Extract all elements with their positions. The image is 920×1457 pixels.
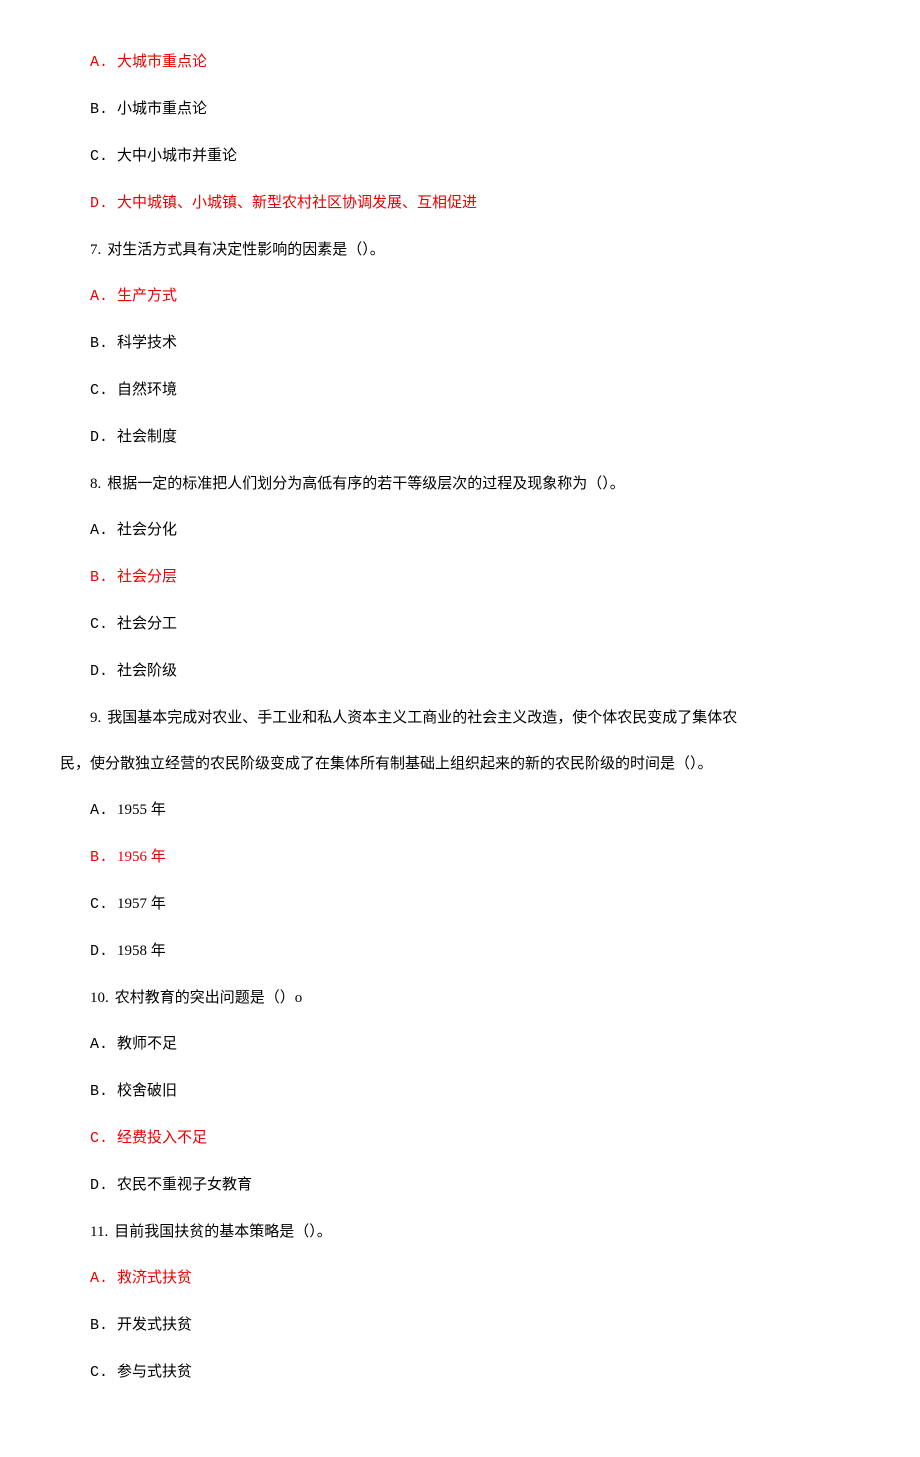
option-letter: D.: [90, 429, 108, 446]
question-number: 8.: [90, 476, 101, 492]
option-text: 生产方式: [117, 288, 177, 304]
option-text: 1956 年: [117, 849, 166, 865]
option-letter: B.: [90, 101, 108, 118]
option-letter: A.: [90, 522, 108, 539]
option-letter: C.: [90, 382, 108, 399]
question-line: 9. 我国基本完成对农业、手工业和私人资本主义工商业的社会主义改造，使个体农民变成…: [60, 706, 860, 730]
option-text: 社会分层: [117, 569, 177, 585]
option-text: 1958 年: [117, 943, 166, 959]
option-letter: C.: [90, 148, 108, 165]
question-text: 根据一定的标准把人们划分为高低有序的若干等级层次的过程及现象称为（）。: [107, 476, 625, 492]
option-letter: B.: [90, 1083, 108, 1100]
option-text: 校舍破旧: [117, 1083, 177, 1099]
option-line: B. 1956 年: [60, 845, 860, 870]
option-line: A. 社会分化: [60, 518, 860, 543]
option-line: C. 1957 年: [60, 892, 860, 917]
option-line: A. 生产方式: [60, 284, 860, 309]
question-text: 对生活方式具有决定性影响的因素是（）。: [107, 242, 385, 258]
option-letter: A.: [90, 802, 108, 819]
option-text: 教师不足: [117, 1036, 177, 1052]
option-line: D. 社会阶级: [60, 659, 860, 684]
question-line: 8. 根据一定的标准把人们划分为高低有序的若干等级层次的过程及现象称为（）。: [60, 472, 860, 496]
question-number: 10.: [90, 990, 109, 1006]
option-line: C. 经费投入不足: [60, 1126, 860, 1151]
option-letter: D.: [90, 195, 108, 212]
option-text: 社会制度: [117, 429, 177, 445]
option-letter: A.: [90, 1270, 108, 1287]
option-text: 社会阶级: [117, 663, 177, 679]
option-letter: B.: [90, 849, 108, 866]
option-text: 社会分工: [117, 616, 177, 632]
option-text: 小城市重点论: [117, 101, 207, 117]
option-letter: A.: [90, 1036, 108, 1053]
option-text: 农民不重视子女教育: [117, 1177, 252, 1193]
option-letter: A.: [90, 54, 108, 71]
option-letter: C.: [90, 616, 108, 633]
option-line: D. 社会制度: [60, 425, 860, 450]
option-text: 大中小城市并重论: [117, 148, 237, 164]
option-line: A. 1955 年: [60, 798, 860, 823]
option-text: 参与式扶贫: [117, 1364, 192, 1380]
option-line: B. 科学技术: [60, 331, 860, 356]
option-line: D. 大中城镇、小城镇、新型农村社区协调发展、互相促进: [60, 191, 860, 216]
option-line: C. 参与式扶贫: [60, 1360, 860, 1385]
option-line: A. 大城市重点论: [60, 50, 860, 75]
question-line: 7. 对生活方式具有决定性影响的因素是（）。: [60, 238, 860, 262]
option-letter: C.: [90, 1130, 108, 1147]
option-line: B. 开发式扶贫: [60, 1313, 860, 1338]
question-number: 11.: [90, 1224, 108, 1240]
option-letter: C.: [90, 896, 108, 913]
option-letter: D.: [90, 1177, 108, 1194]
question-line: 10. 农村教育的突出问题是（）o: [60, 986, 860, 1010]
option-letter: B.: [90, 569, 108, 586]
option-text: 社会分化: [117, 522, 177, 538]
option-line: D. 1958 年: [60, 939, 860, 964]
option-text: 1955 年: [117, 802, 166, 818]
option-text: 自然环境: [117, 382, 177, 398]
option-line: C. 自然环境: [60, 378, 860, 403]
question-number: 9.: [90, 710, 101, 726]
option-text: 1957 年: [117, 896, 166, 912]
question-continuation: 民，使分散独立经营的农民阶级变成了在集体所有制基础上组织起来的新的农民阶级的时间…: [60, 752, 860, 776]
option-letter: D.: [90, 663, 108, 680]
option-letter: B.: [90, 335, 108, 352]
option-line: B. 小城市重点论: [60, 97, 860, 122]
option-line: A. 救济式扶贫: [60, 1266, 860, 1291]
document-body: A. 大城市重点论 B. 小城市重点论 C. 大中小城市并重论 D. 大中城镇、小城镇、新型农…: [60, 50, 860, 1385]
question-number: 7.: [90, 242, 101, 258]
option-line: B. 校舍破旧: [60, 1079, 860, 1104]
option-letter: A.: [90, 288, 108, 305]
option-text: 科学技术: [117, 335, 177, 351]
question-line: 11. 目前我国扶贫的基本策略是（）。: [60, 1220, 860, 1244]
option-line: D. 农民不重视子女教育: [60, 1173, 860, 1198]
option-line: C. 社会分工: [60, 612, 860, 637]
question-text: 我国基本完成对农业、手工业和私人资本主义工商业的社会主义改造，使个体农民变成了集…: [107, 710, 737, 726]
option-text: 开发式扶贫: [117, 1317, 192, 1333]
question-text: 民，使分散独立经营的农民阶级变成了在集体所有制基础上组织起来的新的农民阶级的时间…: [60, 756, 713, 772]
option-text: 救济式扶贫: [117, 1270, 192, 1286]
option-text: 大中城镇、小城镇、新型农村社区协调发展、互相促进: [117, 195, 477, 211]
question-text: 农村教育的突出问题是（）o: [115, 990, 303, 1006]
option-line: C. 大中小城市并重论: [60, 144, 860, 169]
option-letter: C.: [90, 1364, 108, 1381]
option-text: 经费投入不足: [117, 1130, 207, 1146]
option-letter: D.: [90, 943, 108, 960]
option-text: 大城市重点论: [117, 54, 207, 70]
option-line: B. 社会分层: [60, 565, 860, 590]
question-text: 目前我国扶贫的基本策略是（）。: [114, 1224, 332, 1240]
option-line: A. 教师不足: [60, 1032, 860, 1057]
option-letter: B.: [90, 1317, 108, 1334]
